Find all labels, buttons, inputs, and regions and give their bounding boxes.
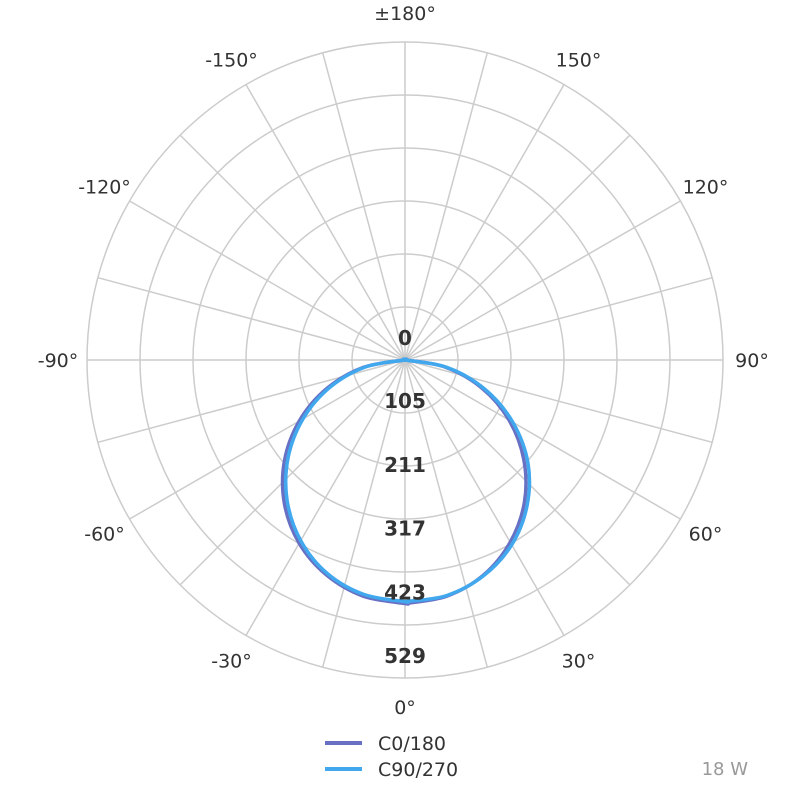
angle-label: -150° (205, 50, 258, 72)
grid-spoke (179, 359, 406, 586)
radial-tick-label: 0 (398, 326, 412, 350)
angle-label: -60° (84, 524, 125, 546)
grid-spoke (245, 359, 406, 636)
grid-spoke (179, 134, 406, 361)
grid-spoke (404, 359, 681, 520)
grid-spoke (321, 52, 406, 361)
legend: C0/180 C90/270 (325, 733, 458, 781)
angle-label: ±180° (374, 3, 436, 25)
angle-label: -30° (211, 651, 252, 673)
radial-tick-label: 317 (384, 517, 426, 541)
power-label: 18 W (702, 759, 749, 780)
grid-spoke (404, 359, 631, 586)
grid-spoke (245, 84, 406, 361)
angle-label: 60° (689, 524, 723, 546)
angle-label: 0° (394, 697, 416, 719)
angle-label: 120° (683, 177, 729, 199)
grid-spoke (404, 359, 713, 444)
angle-label: -120° (78, 177, 131, 199)
grid-spoke (404, 200, 681, 361)
angle-label: 150° (556, 50, 602, 72)
angle-label: -90° (38, 350, 79, 372)
radial-tick-labels: 0 105 211 317 423 529 (384, 326, 426, 668)
radial-tick-label: 529 (384, 644, 426, 668)
angle-labels: 0° 30° 60° 90° 120° 150° ±180° -150° -120° -90° -6… (38, 3, 769, 719)
angle-label: 30° (562, 651, 596, 673)
grid-spoke (129, 359, 406, 520)
grid-spoke (129, 200, 406, 361)
radial-tick-label: 211 (384, 453, 426, 477)
grid-spoke (404, 276, 713, 361)
grid-spoke (404, 52, 489, 361)
legend-label-c90-270: C90/270 (378, 759, 458, 781)
grid-spoke (97, 276, 406, 361)
grid-spoke (404, 359, 565, 636)
series-curve-c90-270 (284, 357, 532, 604)
radial-tick-label: 105 (384, 389, 426, 413)
legend-label-c0-180: C0/180 (378, 733, 446, 755)
angle-label: 90° (735, 350, 769, 372)
polar-grid (86, 41, 724, 679)
grid-spoke (404, 359, 489, 668)
grid-spoke (404, 84, 565, 361)
radial-tick-label: 423 (384, 580, 426, 604)
intensity-curves (280, 357, 532, 606)
grid-spoke (321, 359, 406, 668)
grid-spoke (404, 134, 631, 361)
